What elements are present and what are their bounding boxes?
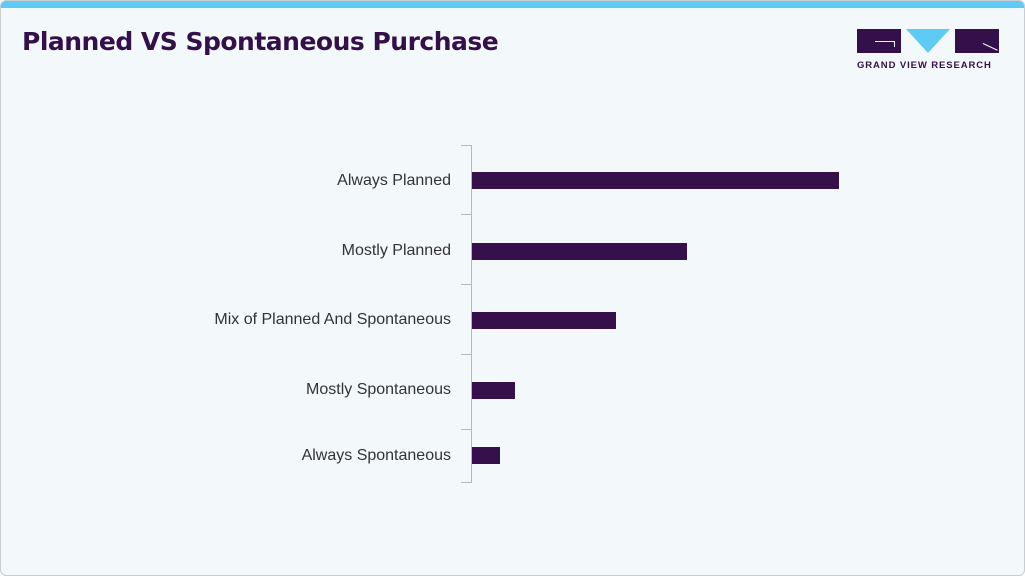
category-label: Always Spontaneous (301, 447, 451, 464)
accent-bar (1, 1, 1024, 8)
logo-r-block-icon (955, 29, 999, 53)
axis-tick (461, 214, 472, 215)
axis-tick (461, 482, 472, 483)
axis-tick (461, 429, 472, 430)
bar-always-spontaneous (472, 447, 500, 464)
axis-tick (461, 284, 472, 285)
bar-always-planned (472, 172, 839, 189)
logo-v-triangle-icon (906, 29, 950, 53)
category-label: Always Planned (337, 172, 451, 189)
axis-tick (461, 145, 472, 146)
bar-mix (472, 312, 616, 329)
axis-tick (461, 354, 472, 355)
category-label: Mostly Spontaneous (306, 381, 451, 398)
logo-g-block-icon (857, 29, 901, 53)
category-label: Mostly Planned (341, 242, 451, 259)
y-axis-line (471, 145, 472, 482)
logo-text: GRAND VIEW RESEARCH (857, 60, 992, 71)
bar-mostly-spontaneous (472, 382, 515, 399)
category-label: Mix of Planned And Spontaneous (214, 311, 451, 328)
chart-title: Planned VS Spontaneous Purchase (22, 27, 499, 56)
bar-mostly-planned (472, 243, 687, 260)
grand-view-research-logo: GRAND VIEW RESEARCH (857, 29, 999, 73)
